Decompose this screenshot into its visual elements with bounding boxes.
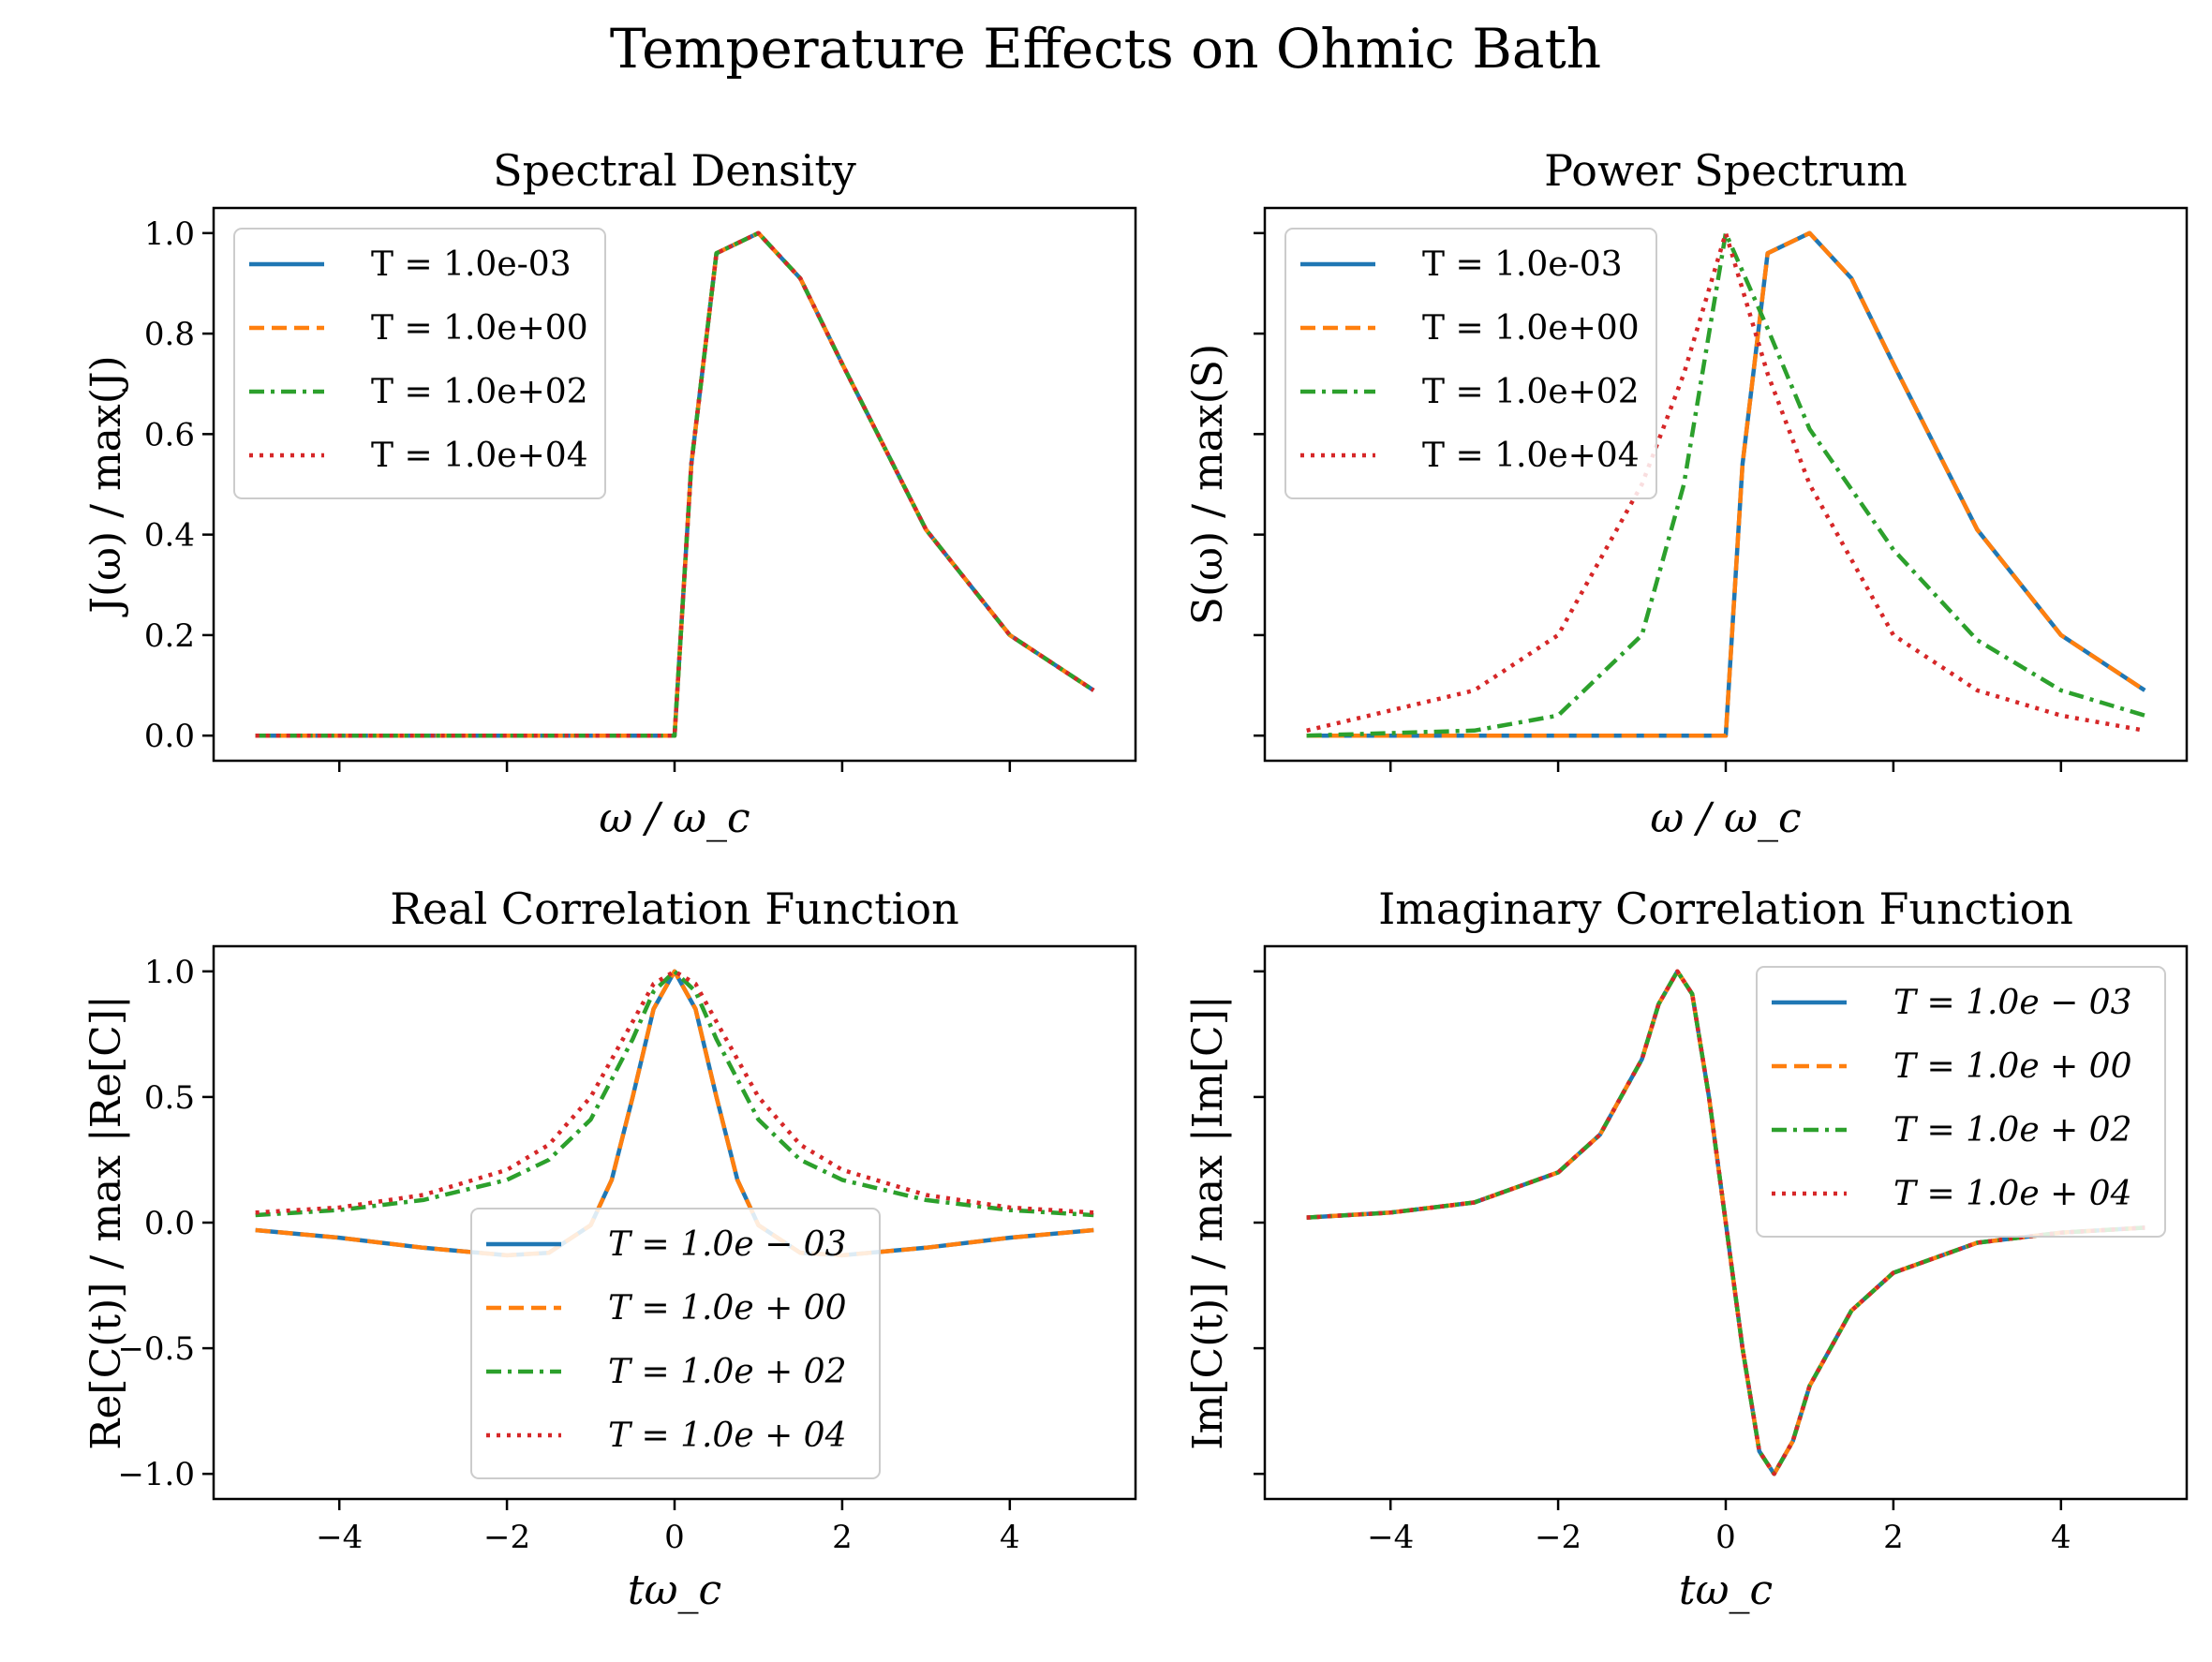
x-tick-label: 4: [2051, 1519, 2071, 1556]
legend: T = 1.0e-03 T = 1.0e+00 T = 1.0e+02 T = 1.0…: [1284, 228, 1657, 499]
legend-label: T = 1.0e+02: [1422, 373, 1640, 411]
legend: T = 1.0e − 03 T = 1.0e + 00 T = 1.0e + 02 T…: [470, 1208, 881, 1479]
series-line-2: [1306, 230, 2146, 738]
x-axis-label: tω_c: [1679, 1566, 1773, 1614]
legend-label: T = 1.0e + 04: [608, 1417, 846, 1455]
series-line-4: [1306, 969, 2145, 1477]
legend: T = 1.0e-03 T = 1.0e+00 T = 1.0e+02 T = 1.0…: [233, 228, 606, 499]
y-tick-label: 0.0: [144, 718, 195, 755]
y-tick-label: 0.6: [144, 416, 195, 453]
x-tick-label: −2: [483, 1519, 530, 1556]
x-tick-label: 0: [664, 1519, 685, 1556]
x-axis-label: ω / ω_c: [599, 794, 750, 842]
legend-label: T = 1.0e + 04: [1893, 1175, 2131, 1213]
y-tick-label: 0.0: [144, 1205, 195, 1242]
x-tick-label: −2: [1535, 1519, 1581, 1556]
x-axis-label: ω / ω_c: [1650, 794, 1801, 842]
series-line-4: [1306, 230, 2145, 734]
legend-label: T = 1.0e − 03: [1893, 984, 2131, 1022]
subplot-4: −4 −2 0 2 4 Imaginary Correlation Function tω_…: [1184, 883, 2189, 1614]
y-tick-label: 0.2: [144, 617, 195, 655]
subplot-title: Real Correlation Function: [390, 883, 958, 934]
legend-label: T = 1.0e + 00: [608, 1289, 846, 1328]
y-tick-label: 0.4: [144, 517, 195, 555]
series-group: [255, 230, 1095, 738]
y-axis-label: S(ω) / max(S): [1184, 344, 1232, 625]
subplot-2: Power Spectrum ω / ω_c S(ω) / max(S) T = 1.…: [1184, 145, 2189, 842]
legend-label: T = 1.0e+02: [371, 373, 588, 411]
series-line-4: [255, 969, 1094, 1215]
subplot-title: Power Spectrum: [1544, 145, 1908, 196]
x-tick-label: 4: [1000, 1519, 1020, 1556]
series-line-3: [1306, 230, 2145, 738]
x-axis-label: tω_c: [628, 1566, 721, 1614]
x-tick-label: 2: [832, 1519, 853, 1556]
legend-label: T = 1.0e + 02: [608, 1353, 846, 1391]
y-tick-label: −1.0: [117, 1456, 195, 1493]
y-axis-label: J(ω) / max(J): [82, 355, 130, 616]
legend-frame: [1756, 966, 2166, 1238]
series-group: [1306, 230, 2146, 738]
legend-label: T = 1.0e + 00: [1893, 1047, 2131, 1086]
series-line-3: [255, 969, 1094, 1218]
y-tick-label: 1.0: [144, 954, 195, 991]
legend-label: T = 1.0e-03: [1422, 245, 1623, 284]
x-tick-label: −4: [1367, 1519, 1414, 1556]
y-tick-label: 0.5: [144, 1079, 195, 1117]
subplot-3: −4 −2 0 2 4 −1.0 −0.5 0.0 0.5 1.0 Real Correlation…: [82, 883, 1137, 1614]
legend-label: T = 1.0e+04: [1422, 437, 1640, 475]
series-group: [1306, 969, 2145, 1477]
y-axis-label: Re[C(t)] / max |Re[C]|: [82, 995, 130, 1450]
legend: T = 1.0e − 03 T = 1.0e + 00 T = 1.0e + 02 T…: [1756, 966, 2166, 1238]
y-tick-label: 1.0: [144, 215, 195, 253]
x-tick-label: −4: [316, 1519, 363, 1556]
y-tick-label: 0.8: [144, 316, 195, 353]
subplot-1: 0.0 0.2 0.4 0.6 0.8 1.0 Spectral Density ω / ω_…: [82, 145, 1137, 842]
legend-frame: [233, 228, 606, 499]
legend-frame: [1284, 228, 1657, 499]
legend-label: T = 1.0e-03: [371, 245, 572, 284]
legend-frame: [470, 1208, 881, 1479]
legend-label: T = 1.0e+04: [371, 437, 588, 475]
legend-label: T = 1.0e+00: [1422, 309, 1640, 348]
subplot-title: Spectral Density: [493, 145, 856, 196]
legend-label: T = 1.0e + 02: [1893, 1111, 2131, 1150]
legend-label: T = 1.0e − 03: [608, 1225, 846, 1264]
y-tick-label: −0.5: [117, 1330, 195, 1368]
series-line-4: [255, 230, 1095, 738]
subplot-title: Imaginary Correlation Function: [1378, 883, 2073, 934]
y-axis-label: Im[C(t)] / max |Im[C]|: [1184, 995, 1232, 1449]
figure-title: Temperature Effects on Ohmic Bath: [610, 17, 1601, 81]
x-tick-label: 2: [1883, 1519, 1904, 1556]
x-tick-label: 0: [1715, 1519, 1736, 1556]
legend-label: T = 1.0e+00: [371, 309, 588, 348]
